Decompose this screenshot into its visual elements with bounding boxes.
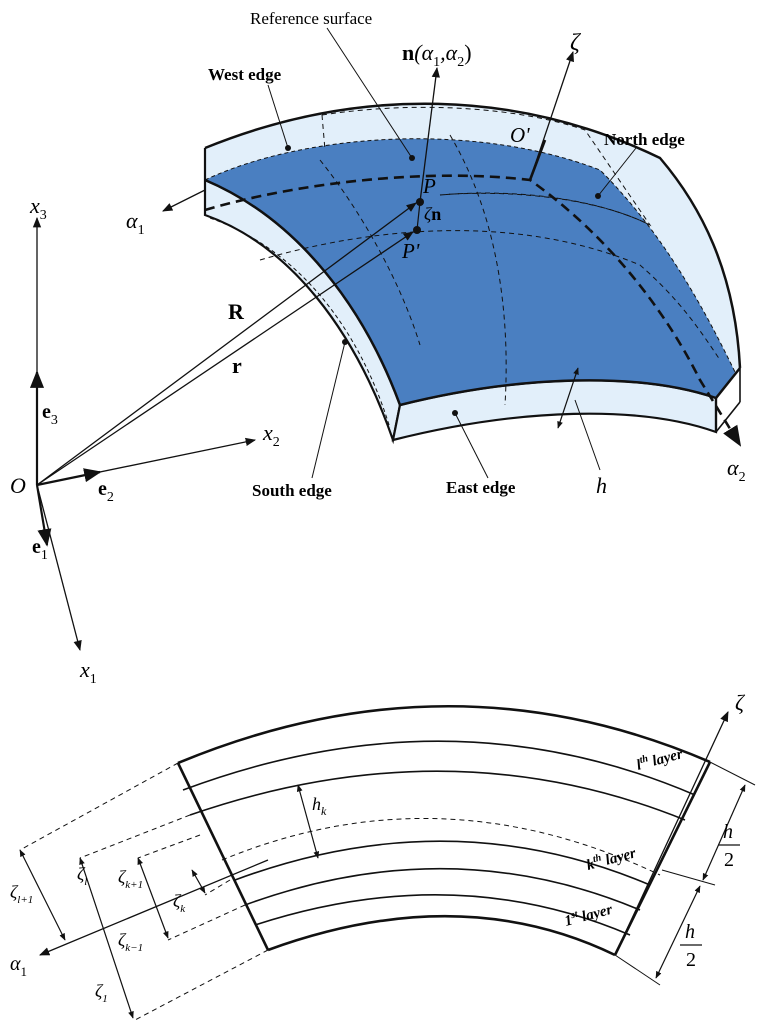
zeta-l-plus-1-label: ζl+1 <box>10 882 33 906</box>
alpha1-coordinate-line <box>204 174 742 447</box>
zeta-k-plus-1-label: ζk+1 <box>118 867 143 891</box>
o-prime-label: O' <box>510 123 530 147</box>
h-k-label: hk <box>312 794 327 818</box>
reference-surface-region <box>205 138 735 405</box>
bottom-alpha1-axis <box>39 859 269 956</box>
alpha1-label: α1 <box>126 208 145 238</box>
svg-text:h: h <box>685 921 695 943</box>
x1-label: x1 <box>79 657 97 687</box>
shell-top-outline <box>204 102 742 369</box>
alpha1-axis <box>162 189 206 212</box>
bottom-figure <box>19 704 756 1021</box>
half-h-upper: h 2 <box>718 821 740 871</box>
bottom-zeta-label: ζ <box>735 690 746 715</box>
svg-text:h: h <box>723 821 733 843</box>
e1-label: e1 <box>32 536 48 563</box>
normal-label: n(α1,α2) <box>402 40 472 70</box>
origin-label: O <box>10 473 26 498</box>
e2-vector <box>36 468 102 487</box>
svg-text:2: 2 <box>686 949 696 971</box>
zeta-n-label: ζn <box>424 204 441 224</box>
alpha2-label: α2 <box>727 455 746 485</box>
top-figure <box>29 27 742 652</box>
r-vector-label: r <box>232 353 242 378</box>
normal-vector <box>419 66 440 203</box>
lth-layer-label: lth layer <box>634 744 684 774</box>
east-edge-label: East edge <box>446 478 516 497</box>
reference-surface-outline <box>204 138 736 373</box>
r-vector <box>36 231 414 486</box>
north-edge-label: North edge <box>604 130 685 149</box>
bottom-zeta-axis <box>614 711 729 956</box>
bottom-alpha1-label: α1 <box>10 953 27 979</box>
x2-label: x2 <box>262 420 280 450</box>
x1-axis <box>36 484 82 652</box>
reference-surface-label: Reference surface <box>250 9 372 28</box>
zeta-axis-label: ζ <box>570 30 582 56</box>
R-vector <box>36 202 417 486</box>
e1-vector <box>35 484 52 547</box>
zeta-k-label: ζk <box>173 891 186 915</box>
R-vector-label: R <box>228 299 245 324</box>
thickness-arrow <box>557 367 579 429</box>
svg-text:2: 2 <box>724 849 734 871</box>
point-p-label: P <box>422 174 436 198</box>
zeta-l-label: ζl <box>77 864 87 888</box>
reference-surface-outline-south <box>209 217 391 429</box>
south-edge-label: South edge <box>252 481 332 500</box>
zeta-1-label: ζ1 <box>95 981 108 1005</box>
x3-label: x3 <box>29 193 47 223</box>
point-p-prime-label: P' <box>401 239 420 263</box>
zeta-k-minus-1-label: ζk−1 <box>118 930 143 954</box>
shell-front-outline <box>204 178 741 407</box>
e2-label: e2 <box>98 478 114 505</box>
half-h-lower: h 2 <box>680 921 702 971</box>
west-edge-label: West edge <box>208 65 282 84</box>
e3-label: e3 <box>42 401 58 428</box>
thickness-h-label: h <box>596 473 607 498</box>
